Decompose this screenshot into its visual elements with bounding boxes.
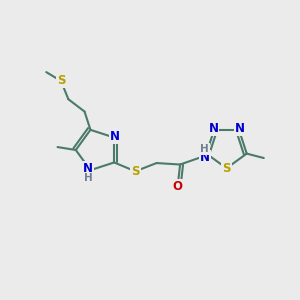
Text: N: N (110, 130, 120, 143)
Text: S: S (222, 162, 231, 175)
Text: N: N (208, 122, 218, 135)
Text: S: S (131, 165, 140, 178)
Text: H: H (200, 144, 209, 154)
Text: O: O (173, 180, 183, 193)
Text: S: S (57, 74, 65, 88)
Text: N: N (235, 122, 244, 135)
Text: N: N (200, 151, 210, 164)
Text: H: H (84, 173, 92, 183)
Text: N: N (83, 162, 93, 175)
